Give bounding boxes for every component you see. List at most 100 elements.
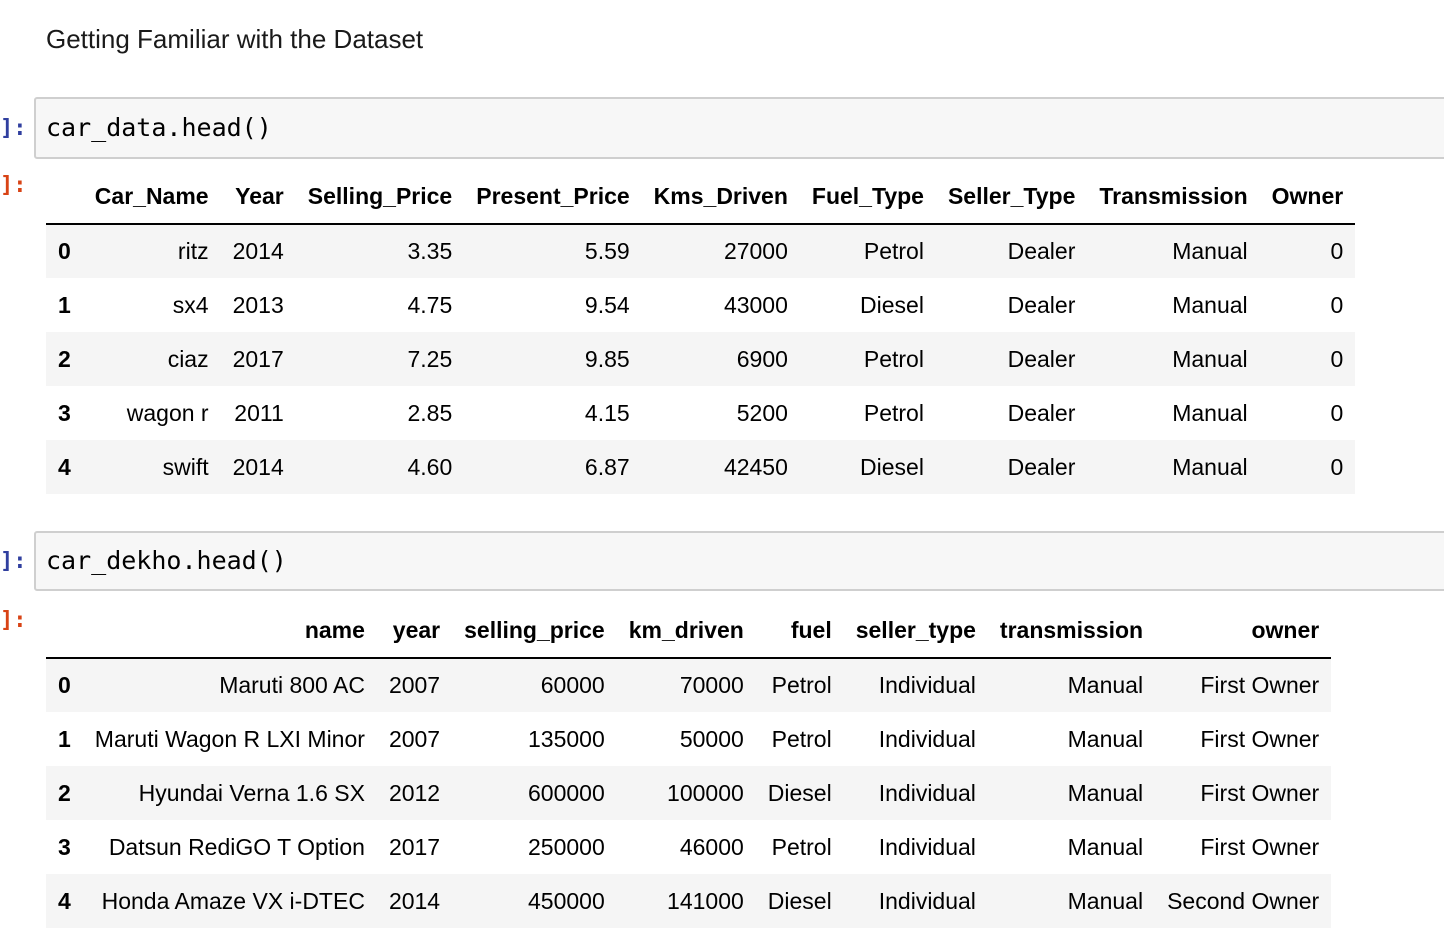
row-index: 3 bbox=[58, 833, 71, 860]
markdown-heading: Getting Familiar with the Dataset bbox=[46, 24, 424, 54]
table-cell: Individual bbox=[878, 672, 976, 698]
table-cell: 6.87 bbox=[584, 453, 630, 480]
table-cell: 60000 bbox=[540, 672, 605, 698]
table-cell: 250000 bbox=[527, 833, 605, 860]
table-cell: First Owner bbox=[1200, 725, 1320, 752]
table-cell: 135000 bbox=[527, 725, 605, 752]
table-cell: 9.85 bbox=[584, 345, 630, 372]
row-index: 3 bbox=[58, 399, 71, 426]
table-row: 4 Honda Amaze VX i-DTEC 2014 450000 141000 Di… bbox=[46, 874, 1332, 928]
column-header: Transmission bbox=[1087, 170, 1260, 225]
table-cell: swift bbox=[162, 453, 209, 480]
code-cell-2[interactable]: car_dekho.head() bbox=[34, 531, 1444, 591]
column-header: selling_price bbox=[452, 604, 617, 659]
row-index: 2 bbox=[58, 345, 71, 372]
table-cell: Manual bbox=[1172, 453, 1248, 480]
table-cell: Manual bbox=[1172, 238, 1248, 264]
table-cell: Manual bbox=[1067, 887, 1144, 914]
input-prompt-2: ]: bbox=[0, 549, 27, 574]
table-row: 1 Maruti Wagon R LXI Minor 2007 135000 50000… bbox=[46, 712, 1332, 766]
table-cell: 2013 bbox=[232, 291, 284, 318]
table-cell: Individual bbox=[878, 833, 976, 860]
table-cell: 42450 bbox=[723, 453, 788, 480]
table-cell: Petrol bbox=[771, 672, 832, 698]
table-cell: Manual bbox=[1172, 399, 1248, 426]
table-cell: Manual bbox=[1067, 725, 1144, 752]
table-cell: 43000 bbox=[723, 291, 788, 318]
table-row: 0 ritz 2014 3.35 5.59 27000 Petrol Dealer Manual… bbox=[46, 224, 1356, 278]
table-cell: Dealer bbox=[1007, 345, 1076, 372]
column-header: transmission bbox=[987, 604, 1156, 659]
code-text-2: car_dekho.head() bbox=[46, 546, 287, 575]
column-header: Year bbox=[220, 170, 296, 225]
table-cell: 0 bbox=[1330, 291, 1344, 318]
table-cell: 4.60 bbox=[407, 453, 453, 480]
input-prompt-1: ]: bbox=[0, 116, 27, 141]
table-cell: Manual bbox=[1067, 672, 1144, 698]
row-index: 4 bbox=[58, 453, 71, 480]
row-index: 0 bbox=[58, 238, 71, 264]
index-header bbox=[46, 170, 83, 225]
table-cell: 2014 bbox=[232, 453, 284, 480]
table-cell: 2017 bbox=[232, 345, 284, 372]
column-header: year bbox=[376, 604, 453, 659]
table-cell: Dealer bbox=[1007, 238, 1076, 264]
table-row: 4 swift 2014 4.60 6.87 42450 Diesel Dealer Manua… bbox=[46, 440, 1356, 494]
table-row: 1 sx4 2013 4.75 9.54 43000 Diesel Dealer Manual 0 bbox=[46, 278, 1356, 332]
table-cell: 9.54 bbox=[584, 291, 630, 318]
index-header bbox=[46, 604, 83, 659]
column-header: name bbox=[82, 604, 377, 659]
output-prompt-2: ]: bbox=[0, 608, 27, 633]
table-row: 3 wagon r 2011 2.85 4.15 5200 Petrol Dealer Manu… bbox=[46, 386, 1356, 440]
column-header: Fuel_Type bbox=[799, 170, 936, 225]
table-cell: Maruti 800 AC bbox=[219, 672, 365, 698]
table-cell: 600000 bbox=[527, 779, 605, 806]
table-cell: 2017 bbox=[388, 833, 441, 860]
table-cell: 3.35 bbox=[407, 238, 453, 264]
table-cell: Hyundai Verna 1.6 SX bbox=[138, 779, 365, 806]
table-cell: Petrol bbox=[863, 238, 924, 264]
table-header-row: Car_Name Year Selling_Price Present_Price Km… bbox=[46, 170, 1356, 225]
table-cell: 2007 bbox=[388, 672, 441, 698]
table-cell: 46000 bbox=[679, 833, 744, 860]
table-cell: Diesel bbox=[767, 887, 832, 914]
table-cell: Individual bbox=[878, 725, 976, 752]
table-cell: First Owner bbox=[1200, 833, 1320, 860]
table-row: 3 Datsun RediGO T Option 2017 250000 46000 Pe… bbox=[46, 820, 1332, 874]
column-header: km_driven bbox=[616, 604, 756, 659]
code-cell-1[interactable]: car_data.head() bbox=[34, 97, 1444, 159]
table-cell: Dealer bbox=[1007, 399, 1076, 426]
table-cell: Maruti Wagon R LXI Minor bbox=[94, 725, 365, 752]
table-cell: Manual bbox=[1172, 291, 1248, 318]
table-cell: 0 bbox=[1330, 399, 1344, 426]
table-cell: sx4 bbox=[172, 291, 209, 318]
table-cell: 7.25 bbox=[407, 345, 453, 372]
table-cell: Individual bbox=[878, 779, 976, 806]
table-cell: Honda Amaze VX i-DTEC bbox=[101, 887, 365, 914]
table-cell: 4.75 bbox=[407, 291, 453, 318]
row-index: 2 bbox=[58, 779, 71, 806]
table-cell: Manual bbox=[1067, 833, 1144, 860]
table-cell: Individual bbox=[878, 887, 976, 914]
table-cell: Dealer bbox=[1007, 453, 1076, 480]
table-cell: ciaz bbox=[167, 345, 209, 372]
output-prompt-1: ]: bbox=[0, 173, 27, 198]
column-header: owner bbox=[1155, 604, 1332, 659]
table-cell: 2011 bbox=[234, 399, 284, 426]
table-cell: 2014 bbox=[232, 238, 284, 264]
table-cell: 50000 bbox=[679, 725, 744, 752]
table-cell: 2014 bbox=[388, 887, 441, 914]
column-header: Kms_Driven bbox=[641, 170, 800, 225]
table-cell: Dealer bbox=[1007, 291, 1076, 318]
table-header-row: name year selling_price km_driven fuel seller… bbox=[46, 604, 1332, 659]
table-cell: 2.85 bbox=[407, 399, 453, 426]
table-cell: 5.59 bbox=[584, 238, 630, 264]
table-cell: 2012 bbox=[388, 779, 441, 806]
table-cell: 450000 bbox=[527, 887, 605, 914]
table-cell: Diesel bbox=[860, 453, 924, 480]
column-header: Seller_Type bbox=[935, 170, 1088, 225]
table-cell: ritz bbox=[177, 238, 209, 264]
table-cell: wagon r bbox=[126, 399, 209, 426]
table-cell: Manual bbox=[1172, 345, 1248, 372]
column-header: Car_Name bbox=[82, 170, 221, 225]
